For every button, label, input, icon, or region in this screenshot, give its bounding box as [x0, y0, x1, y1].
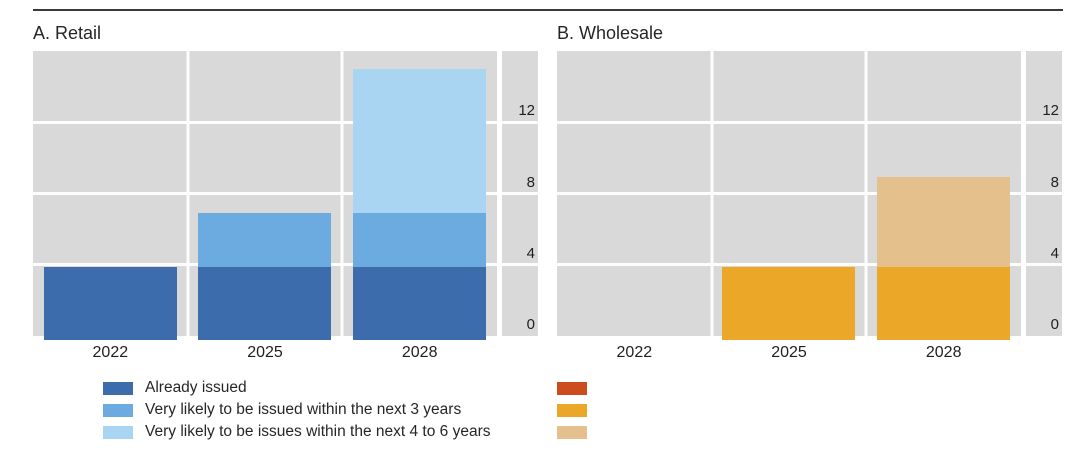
retail-plot-area: [33, 51, 497, 340]
legend-swatch: [103, 403, 133, 417]
legend-swatch: [557, 425, 587, 439]
y-tick-label: 12: [518, 102, 535, 120]
legend-item: Very likely to be issued within the next…: [103, 399, 490, 421]
panel-retail-title: A. Retail: [33, 23, 102, 43]
gridline-horizontal: [557, 120, 1021, 124]
bar-2028-very-likely-to-be-issues-within-the-next-4-to-6-years: [353, 68, 487, 214]
y-tick-label: 12: [1042, 102, 1059, 120]
retail-x-axis: 2022 2025 2028: [33, 336, 497, 362]
legend-swatch: [557, 403, 587, 417]
legend-item: Already issued: [103, 377, 490, 399]
legend-item: [557, 421, 599, 443]
wholesale-x-axis: 2022 2025 2028: [557, 336, 1021, 362]
y-tick-label: 0: [526, 316, 535, 333]
legend-item: Very likely to be issues within the next…: [103, 421, 490, 443]
legend-swatch: [103, 425, 133, 439]
x-tick-label: 2025: [247, 344, 283, 361]
gridline-horizontal: [1026, 120, 1062, 124]
y-tick-label: 8: [1050, 173, 1059, 191]
bar-2022-already-issued: [43, 266, 177, 340]
panel-retail: A. Retail 0 4 8 12 2022 2025 2028: [33, 22, 538, 362]
bar-2025-already-issued: [198, 266, 332, 340]
gridline-horizontal: [502, 192, 538, 195]
top-rule: [33, 9, 1063, 11]
y-tick-label: 0: [1050, 316, 1059, 333]
legend-wholesale: [557, 377, 599, 443]
gridline-horizontal: [33, 120, 497, 124]
bar-2028-very-likely-to-be-issues-within-the-next-4-to-6-years: [877, 177, 1011, 267]
legend-retail: Already issued Very likely to be issued w…: [103, 377, 490, 443]
gridline-horizontal: [1026, 263, 1062, 267]
gridline-horizontal: [502, 263, 538, 267]
panel-wholesale: B. Wholesale 0 4 8 12 2022 2025 2028: [557, 22, 1062, 362]
bar-2028-very-likely-to-be-issued-within-the-next-3-years: [877, 266, 1011, 340]
wholesale-plot-area: [557, 51, 1021, 340]
bar-2025-very-likely-to-be-issued-within-the-next-3-years: [722, 266, 856, 340]
y-tick-label: 4: [1050, 244, 1059, 262]
legend-label: Very likely to be issued within the next…: [145, 401, 462, 418]
x-tick-label: 2028: [925, 344, 962, 361]
legend-swatch: [103, 381, 133, 395]
x-tick-label: 2022: [616, 344, 653, 361]
y-tick-label: 8: [526, 173, 535, 191]
gridline-horizontal: [1026, 192, 1062, 195]
legend-item: [557, 399, 599, 421]
gridline-horizontal: [33, 192, 497, 195]
legend-label: Very likely to be issues within the next…: [145, 423, 491, 440]
bar-2028-already-issued: [353, 266, 487, 340]
x-tick-label: 2028: [401, 344, 438, 361]
retail-y-axis: 0 4 8 12: [502, 51, 538, 336]
legend-label: Already issued: [145, 379, 247, 396]
x-tick-label: 2022: [92, 344, 129, 361]
gridline-horizontal: [557, 263, 1021, 267]
bar-2028-very-likely-to-be-issued-within-the-next-3-years: [353, 213, 487, 267]
panel-wholesale-title: B. Wholesale: [557, 23, 664, 43]
legend-item: [557, 377, 599, 399]
chart-panels: A. Retail 0 4 8 12 2022 2025 2028 B. Wholesal…: [33, 22, 1062, 362]
gridline-horizontal: [557, 192, 1021, 195]
x-tick-label: 2025: [771, 344, 807, 361]
y-tick-label: 4: [526, 244, 535, 262]
bar-2025-very-likely-to-be-issued-within-the-next-3-years: [198, 213, 332, 267]
gridline-horizontal: [502, 120, 538, 124]
legend-swatch: [557, 381, 587, 395]
wholesale-y-axis: 0 4 8 12: [1026, 51, 1062, 336]
